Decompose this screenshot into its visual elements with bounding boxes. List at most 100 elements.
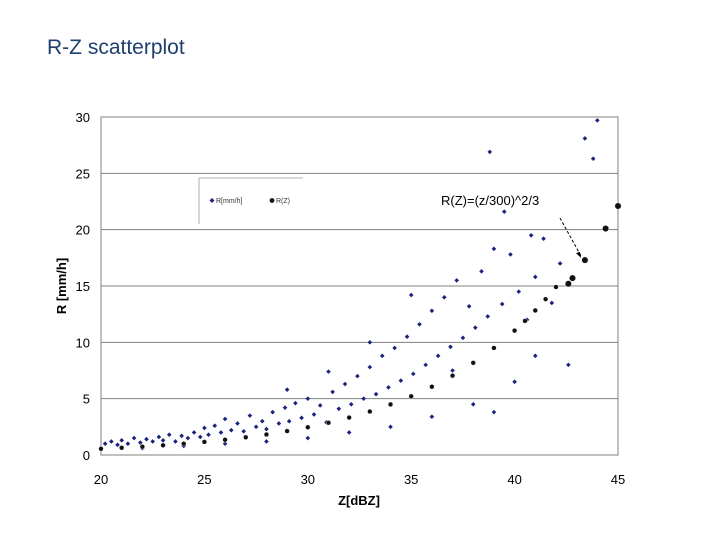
model-point: [581, 256, 589, 264]
observed-point: [435, 353, 441, 359]
model-point: [602, 225, 609, 232]
gridlines: [101, 172, 618, 400]
observed-point: [423, 362, 428, 368]
observed-point: [512, 379, 517, 385]
model-series: [98, 202, 622, 452]
x-tick-label: 30: [301, 472, 315, 487]
observed-point: [222, 416, 228, 422]
observed-point: [398, 378, 404, 383]
observed-series: [102, 118, 600, 451]
legend-entry-model: R(Z): [276, 198, 290, 205]
model-point: [160, 442, 166, 448]
model-point: [522, 318, 528, 324]
model-point: [408, 393, 414, 399]
model-point: [511, 328, 518, 334]
model-point: [181, 441, 187, 447]
slide-title: R-Z scatterplot: [47, 36, 185, 59]
legend-circle-marker: [269, 198, 275, 203]
model-point: [553, 284, 559, 290]
observed-point: [166, 432, 172, 438]
observed-point: [293, 400, 298, 406]
model-point: [429, 384, 435, 390]
observed-point: [532, 353, 538, 359]
observed-point: [317, 403, 323, 408]
observed-point: [491, 409, 497, 415]
y-tick-label: 15: [76, 279, 90, 294]
observed-point: [487, 149, 493, 155]
observed-point: [450, 368, 455, 373]
observed-point: [270, 409, 275, 415]
observed-point: [305, 396, 311, 401]
model-point: [449, 373, 456, 379]
observed-point: [557, 261, 563, 266]
observed-point: [260, 418, 265, 424]
x-axis-ticks: 20 25 30 35 40 45: [94, 472, 625, 487]
observed-point: [109, 439, 114, 444]
model-point: [532, 307, 538, 314]
observed-point: [460, 335, 466, 341]
observed-point: [485, 314, 491, 319]
observed-point: [528, 233, 534, 238]
model-point: [139, 444, 145, 450]
observed-point: [367, 364, 373, 370]
observed-point: [499, 301, 505, 307]
observed-point: [388, 424, 393, 430]
observed-point: [429, 308, 435, 314]
model-point: [284, 428, 290, 434]
observed-point: [276, 421, 282, 426]
observed-point: [454, 278, 459, 283]
observed-point: [264, 439, 269, 444]
model-point: [222, 437, 228, 443]
observed-point: [448, 344, 453, 350]
observed-point: [156, 434, 162, 440]
observed-point: [218, 430, 224, 435]
observed-point: [404, 334, 410, 339]
model-point: [387, 401, 394, 408]
observed-point: [330, 389, 335, 395]
observed-point: [348, 402, 354, 407]
annotation-arrowhead: [576, 252, 581, 258]
y-tick-label: 30: [76, 110, 90, 125]
observed-point: [212, 423, 218, 429]
observed-point: [501, 209, 507, 214]
y-tick-label: 25: [76, 166, 90, 181]
model-point: [119, 445, 125, 451]
observed-point: [102, 441, 108, 447]
observed-point: [532, 274, 538, 280]
observed-point: [595, 118, 600, 123]
model-point: [98, 446, 104, 452]
observed-point: [373, 391, 379, 397]
y-tick-label: 20: [76, 223, 90, 238]
legend-diamond-marker: [209, 198, 215, 203]
observed-point: [185, 435, 191, 441]
x-tick-label: 25: [197, 472, 211, 487]
model-point: [263, 431, 270, 438]
model-point: [346, 414, 352, 421]
legend: R[mm/h] R(Z): [198, 177, 303, 224]
observed-point: [206, 432, 211, 438]
model-point: [243, 434, 249, 440]
observed-point: [392, 345, 397, 351]
observed-point: [160, 438, 166, 443]
observed-point: [173, 439, 178, 444]
observed-point: [305, 435, 311, 441]
x-axis-label: Z[dBZ]: [338, 493, 380, 508]
observed-point: [491, 246, 497, 252]
y-tick-label: 10: [76, 335, 90, 350]
observed-point: [473, 325, 478, 330]
observed-point: [342, 381, 348, 387]
observed-point: [470, 402, 476, 407]
observed-point: [228, 427, 234, 433]
observed-point: [326, 369, 331, 374]
y-tick-label: 0: [83, 448, 90, 463]
observed-point: [441, 294, 447, 300]
model-point: [201, 439, 208, 445]
formula-annotation: R(Z)=(z/300)^2/3: [441, 193, 539, 208]
model-point: [367, 408, 373, 415]
observed-point: [284, 387, 290, 392]
x-tick-label: 45: [611, 472, 625, 487]
observed-point: [479, 269, 484, 274]
observed-point: [235, 421, 240, 426]
model-point: [569, 274, 576, 282]
observed-point: [241, 429, 246, 434]
